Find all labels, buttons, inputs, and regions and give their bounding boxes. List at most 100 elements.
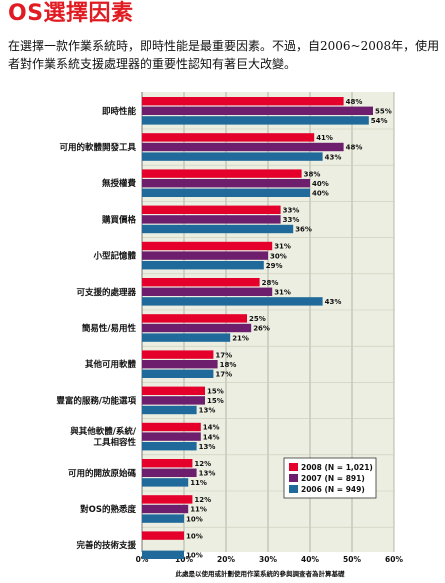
data-label: 38% <box>304 170 321 178</box>
legend-swatch <box>289 463 298 471</box>
data-label: 17% <box>215 371 232 379</box>
data-label: 29% <box>266 262 283 270</box>
category-label: 可支援的處理器 <box>76 287 136 298</box>
data-label: 10% <box>186 552 203 560</box>
page-description: 在選擇一款作業系統時，即時性能是最重要因素。不過，自2006~2008年，使用者… <box>8 39 440 71</box>
category-label: 即時性能 <box>102 106 137 117</box>
bar <box>142 241 273 251</box>
data-label: 48% <box>346 98 363 106</box>
bar <box>142 396 205 405</box>
data-label: 13% <box>199 443 216 451</box>
bar <box>142 205 281 214</box>
bar <box>142 514 184 523</box>
category-label: 無授權費 <box>102 178 137 189</box>
bar <box>142 360 218 369</box>
category-label: 可用的開放原始碼 <box>68 468 137 479</box>
category-label: 工具相容性 <box>93 437 136 448</box>
category-label: 完善的技術支援 <box>76 540 136 551</box>
category-label: 簡易性/易用性 <box>82 323 137 334</box>
data-label: 14% <box>203 424 220 432</box>
data-label: 13% <box>199 407 216 415</box>
bar <box>142 106 373 115</box>
bar <box>142 215 281 224</box>
data-label: 40% <box>312 190 329 198</box>
category-label: 其他可用軟體 <box>85 359 137 370</box>
bar <box>142 133 315 142</box>
data-label: 11% <box>190 506 207 514</box>
data-label: 25% <box>249 315 266 323</box>
data-label: 30% <box>270 252 287 260</box>
bar <box>142 386 205 395</box>
data-label: 17% <box>215 351 232 359</box>
bar <box>142 278 260 287</box>
bar <box>142 442 197 451</box>
x-tick-label: 40% <box>301 555 319 564</box>
data-label: 31% <box>274 243 291 251</box>
data-label: 36% <box>295 226 312 234</box>
data-label: 10% <box>186 515 203 523</box>
bar <box>142 333 231 342</box>
data-label: 11% <box>190 479 207 487</box>
bar <box>142 350 214 359</box>
category-label: 豐富的服務/功能選項 <box>56 395 136 406</box>
category-label: 購買價格 <box>101 214 137 225</box>
page-title: OS選擇因素 <box>8 1 134 26</box>
bar <box>142 495 193 504</box>
data-label: 12% <box>194 460 211 468</box>
bar <box>142 169 302 178</box>
bar <box>142 297 323 306</box>
bar <box>142 504 189 514</box>
bar <box>142 116 369 125</box>
data-label: 31% <box>274 289 291 297</box>
chart-footnote: 此處是以使用或計劃使用作業系統的參與調查者為計算基礎 <box>176 569 346 578</box>
data-label: 12% <box>194 496 211 504</box>
data-label: 33% <box>283 216 300 224</box>
bar <box>142 287 273 296</box>
bar <box>142 97 344 106</box>
bar <box>142 531 184 540</box>
bar <box>142 314 247 323</box>
data-label: 33% <box>283 207 300 215</box>
data-label: 55% <box>375 108 392 116</box>
legend-swatch <box>289 485 298 493</box>
bar <box>142 550 184 559</box>
x-tick-label: 30% <box>259 555 277 564</box>
bar <box>142 142 344 152</box>
data-label: 28% <box>262 279 279 287</box>
data-label: 26% <box>253 325 270 333</box>
bar <box>142 224 294 234</box>
data-label: 15% <box>207 397 224 405</box>
bar <box>142 478 189 487</box>
category-label: 小型記憶體 <box>92 251 136 262</box>
bar <box>142 179 310 188</box>
data-label: 13% <box>199 470 216 478</box>
legend-entry: 2008 (N = 1,021) <box>301 463 373 472</box>
data-label: 54% <box>371 117 388 125</box>
data-label: 43% <box>325 298 342 306</box>
category-label: 與其他軟體/系統/ <box>70 426 137 437</box>
bar <box>142 459 193 468</box>
bar <box>142 405 197 415</box>
legend-swatch <box>289 474 298 482</box>
bar <box>142 188 310 197</box>
bar <box>142 369 214 378</box>
data-label: 10% <box>186 532 203 540</box>
data-label: 15% <box>207 388 224 396</box>
bar <box>142 152 323 161</box>
bar <box>142 251 268 260</box>
x-tick-label: 50% <box>343 555 361 564</box>
category-label: 對OS的熟悉度 <box>80 504 136 515</box>
data-label: 43% <box>325 153 342 161</box>
legend <box>283 457 377 499</box>
bar <box>142 432 201 441</box>
x-tick-label: 20% <box>217 555 235 564</box>
bar <box>142 261 264 270</box>
legend-entry: 2006 (N = 949) <box>301 485 365 494</box>
bar <box>142 422 201 432</box>
bar <box>142 468 197 477</box>
data-label: 21% <box>232 334 249 342</box>
legend-entry: 2007 (N = 891) <box>301 474 365 483</box>
data-label: 41% <box>316 134 333 142</box>
data-label: 18% <box>220 361 237 369</box>
